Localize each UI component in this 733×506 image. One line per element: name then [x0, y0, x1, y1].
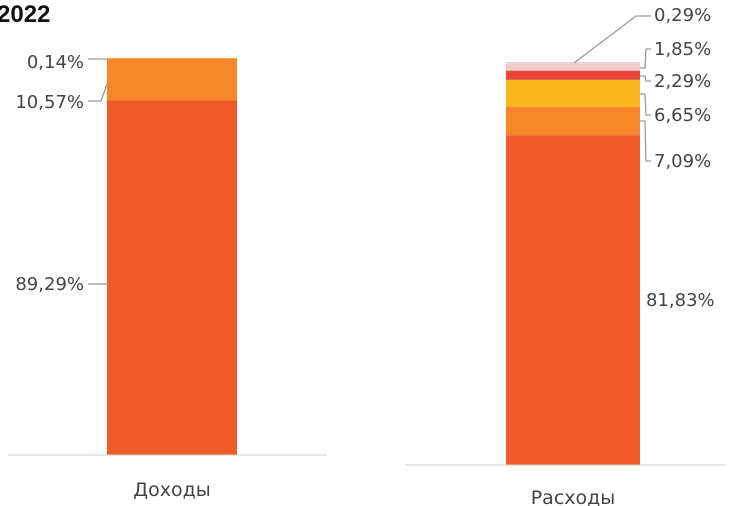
leader-line — [88, 83, 108, 102]
data-label: 0,29% — [654, 5, 711, 26]
data-label: 7,09% — [654, 151, 711, 172]
leader-line — [640, 48, 651, 69]
chart-title: 2022 — [0, 1, 51, 28]
bar-segment — [107, 58, 237, 101]
data-label: 89,29% — [15, 274, 84, 295]
bar-segment — [506, 106, 640, 136]
leader-line — [640, 120, 651, 162]
bar-segment — [506, 135, 640, 466]
data-label: 1,85% — [654, 39, 711, 60]
category-label: Расходы — [531, 487, 616, 506]
data-label: 81,83% — [646, 290, 715, 311]
leader-line — [640, 93, 651, 116]
data-label: 6,65% — [654, 105, 711, 126]
category-label: Доходы — [133, 479, 210, 501]
data-label: 0,14% — [27, 52, 84, 73]
bar-segment — [506, 79, 640, 107]
data-label: 2,29% — [654, 71, 711, 92]
leader-line — [640, 75, 651, 82]
bar-segment — [107, 58, 237, 59]
leader-line — [573, 15, 651, 64]
bar-segment — [506, 63, 640, 71]
data-label: 10,57% — [15, 92, 84, 113]
bar-segment — [107, 100, 237, 456]
bar-segment — [506, 62, 640, 64]
bar-segment — [506, 70, 640, 80]
